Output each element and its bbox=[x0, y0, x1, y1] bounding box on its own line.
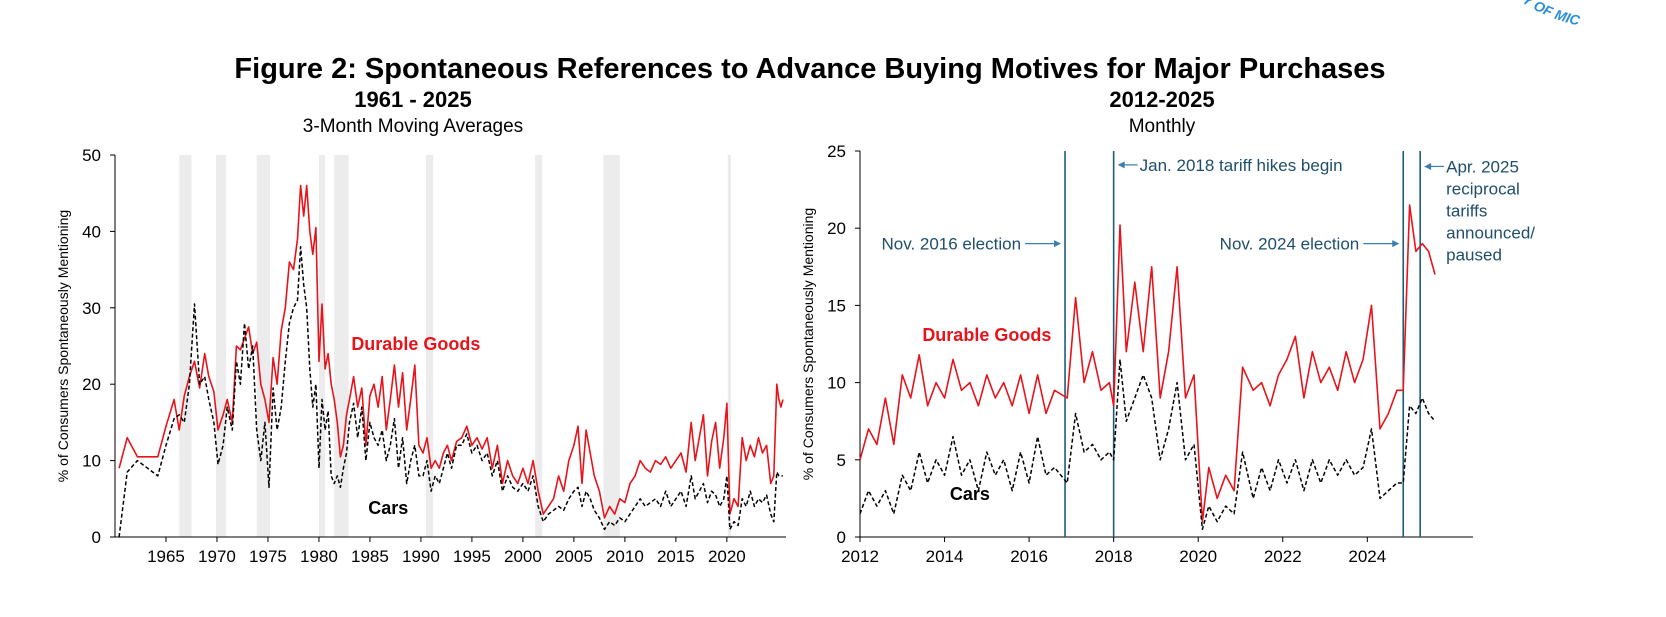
right-x-tick-label: 2012 bbox=[841, 547, 879, 566]
left-cars-line bbox=[118, 245, 783, 538]
right-x-tick-label: 2016 bbox=[1010, 547, 1048, 566]
left-y-tick-label: 20 bbox=[82, 375, 101, 394]
right-x-tick-label: 2022 bbox=[1264, 547, 1302, 566]
left-recession-band bbox=[318, 155, 326, 537]
right-durable-goods-label: Durable Goods bbox=[922, 325, 1051, 345]
left-cars-label: Cars bbox=[368, 498, 408, 518]
left-y-tick-label: 40 bbox=[82, 222, 101, 241]
right-durable-goods-line bbox=[859, 204, 1436, 523]
right-annotation-label: reciprocal bbox=[1446, 179, 1520, 198]
right-x-tick-label: 2018 bbox=[1095, 547, 1133, 566]
left-x-tick-label: 1995 bbox=[453, 547, 491, 566]
left-recession-band bbox=[256, 155, 271, 537]
right-annotation-label: tariffs bbox=[1446, 201, 1487, 220]
right-annotation-label: announced/ bbox=[1446, 223, 1535, 242]
right-x-tick-label: 2024 bbox=[1348, 547, 1386, 566]
right-chart-subtitle: Monthly bbox=[1129, 116, 1196, 137]
left-x-tick-label: 1970 bbox=[198, 547, 236, 566]
right-y-tick-label: 5 bbox=[837, 451, 846, 470]
right-y-tick-label: 15 bbox=[827, 296, 846, 315]
left-x-tick-label: 2020 bbox=[708, 547, 746, 566]
right-y-tick-label: 0 bbox=[837, 528, 846, 547]
left-recession-band bbox=[535, 155, 543, 537]
right-annotation-arrowhead bbox=[1117, 161, 1125, 169]
right-annotation-arrowhead bbox=[1392, 240, 1400, 248]
left-recession-band bbox=[215, 155, 227, 537]
right-annotation-label: Nov. 2024 election bbox=[1220, 235, 1360, 254]
right-annotation-arrowhead bbox=[1424, 162, 1432, 170]
left-chart-title: 1961 - 2025 bbox=[354, 87, 471, 112]
left-y-tick-label: 30 bbox=[82, 299, 101, 318]
right-annotation-arrowhead bbox=[1054, 240, 1062, 248]
left-chart-subtitle: 3-Month Moving Averages bbox=[303, 116, 523, 137]
right-annotation-label: Jan. 2018 tariff hikes begin bbox=[1140, 156, 1343, 175]
left-chart: 1961 - 2025 3-Month Moving Averages % of… bbox=[55, 87, 786, 566]
right-annotation-label: Apr. 2025 bbox=[1446, 157, 1519, 176]
right-x-tick-label: 2014 bbox=[926, 547, 964, 566]
left-x-tick-label: 2010 bbox=[606, 547, 644, 566]
right-annotation-label: paused bbox=[1446, 245, 1502, 264]
figure-title: Figure 2: Spontaneous References to Adva… bbox=[234, 53, 1385, 85]
left-recession-band bbox=[727, 155, 731, 537]
left-x-tick-label: 2005 bbox=[555, 547, 593, 566]
left-durable-goods-line bbox=[118, 184, 784, 519]
left-y-tick-label: 50 bbox=[82, 146, 101, 165]
right-cars-label: Cars bbox=[950, 484, 990, 504]
left-x-tick-label: 1980 bbox=[300, 547, 338, 566]
left-y-tick-label: 10 bbox=[82, 452, 101, 471]
right-chart-y-axis-label: % of Consumers Spontaneously Mentioning bbox=[800, 208, 816, 480]
right-x-tick-label: 2020 bbox=[1179, 547, 1217, 566]
right-chart-title: 2012-2025 bbox=[1109, 87, 1214, 112]
left-chart-y-axis-label: % of Consumers Spontaneously Mentioning bbox=[55, 210, 71, 482]
right-cars-line bbox=[859, 358, 1436, 531]
right-y-tick-label: 25 bbox=[827, 142, 846, 161]
left-x-tick-label: 1965 bbox=[147, 547, 185, 566]
right-annotation-label: Nov. 2016 election bbox=[881, 235, 1021, 254]
left-y-tick-label: 0 bbox=[92, 528, 101, 547]
left-x-tick-label: 1990 bbox=[402, 547, 440, 566]
left-recession-band bbox=[179, 155, 192, 537]
right-y-tick-label: 10 bbox=[827, 374, 846, 393]
seal-text: RSITY OF MIC bbox=[1495, 0, 1583, 28]
left-x-tick-label: 1975 bbox=[249, 547, 287, 566]
left-x-tick-label: 2015 bbox=[657, 547, 695, 566]
left-recession-band bbox=[603, 155, 620, 537]
left-x-tick-label: 1985 bbox=[351, 547, 389, 566]
right-y-tick-label: 20 bbox=[827, 219, 846, 238]
university-seal-logo: RSITY OF MIC bbox=[1495, 0, 1583, 28]
left-durable-goods-label: Durable Goods bbox=[351, 334, 480, 354]
left-x-tick-label: 2000 bbox=[504, 547, 542, 566]
left-recession-band bbox=[334, 155, 349, 537]
left-recession-band bbox=[426, 155, 434, 537]
right-chart: 2012-2025 Monthly % of Consumers Spontan… bbox=[800, 87, 1535, 566]
